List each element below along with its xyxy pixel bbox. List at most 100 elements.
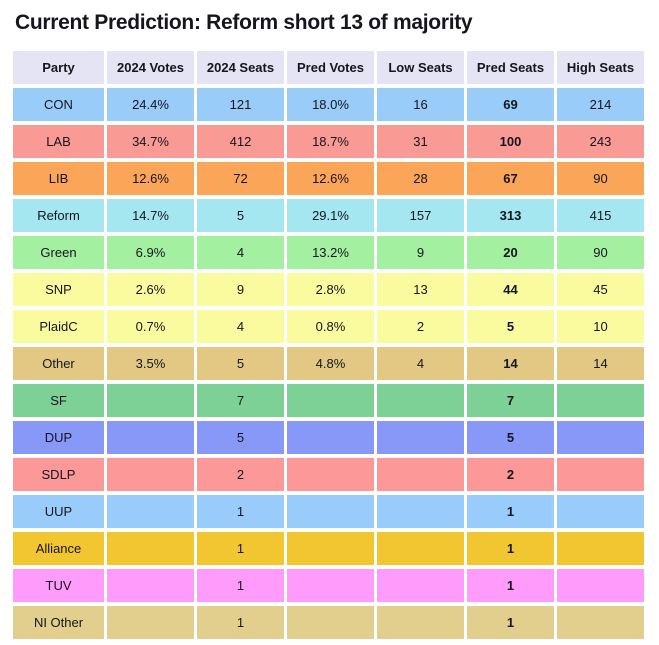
table-row-plaidc: PlaidC 0.7% 4 0.8% 2 5 10 [13, 310, 644, 343]
value-cell: 13.2% [287, 236, 374, 269]
value-cell [287, 458, 374, 491]
value-cell: 121 [197, 88, 284, 121]
value-cell [287, 532, 374, 565]
value-cell: 45 [557, 273, 644, 306]
value-cell: 1 [467, 495, 554, 528]
value-cell: 18.0% [287, 88, 374, 121]
table-row-snp: SNP 2.6% 9 2.8% 13 44 45 [13, 273, 644, 306]
table-row-ni-other: NI Other 1 1 [13, 606, 644, 639]
value-cell: 2 [377, 310, 464, 343]
column-header-low-seats: Low Seats [377, 51, 464, 84]
party-cell: UUP [13, 495, 104, 528]
table-row-uup: UUP 1 1 [13, 495, 644, 528]
value-cell: 13 [377, 273, 464, 306]
column-header-pred-votes: Pred Votes [287, 51, 374, 84]
value-cell: 90 [557, 236, 644, 269]
value-cell: 29.1% [287, 199, 374, 232]
value-cell: 1 [197, 606, 284, 639]
value-cell: 1 [467, 606, 554, 639]
party-cell: Other [13, 347, 104, 380]
value-cell: 5 [467, 310, 554, 343]
value-cell: 1 [197, 495, 284, 528]
value-cell: 16 [377, 88, 464, 121]
value-cell: 3.5% [107, 347, 194, 380]
value-cell: 72 [197, 162, 284, 195]
value-cell: 5 [197, 347, 284, 380]
value-cell: 2.6% [107, 273, 194, 306]
value-cell [287, 606, 374, 639]
prediction-table: Party 2024 Votes 2024 Seats Pred Votes Low S… [10, 47, 647, 643]
value-cell: 0.8% [287, 310, 374, 343]
value-cell: 415 [557, 199, 644, 232]
value-cell [107, 532, 194, 565]
value-cell: 2 [197, 458, 284, 491]
value-cell [377, 532, 464, 565]
value-cell [377, 495, 464, 528]
table-row-sf: SF 7 7 [13, 384, 644, 417]
table-row-alliance: Alliance 1 1 [13, 532, 644, 565]
value-cell [287, 495, 374, 528]
table-row-green: Green 6.9% 4 13.2% 9 20 90 [13, 236, 644, 269]
value-cell: 14.7% [107, 199, 194, 232]
value-cell [557, 569, 644, 602]
column-header-pred-seats: Pred Seats [467, 51, 554, 84]
value-cell: 157 [377, 199, 464, 232]
table-row-other: Other 3.5% 5 4.8% 4 14 14 [13, 347, 644, 380]
value-cell [557, 532, 644, 565]
value-cell: 214 [557, 88, 644, 121]
party-cell: CON [13, 88, 104, 121]
table-row-lib: LIB 12.6% 72 12.6% 28 67 90 [13, 162, 644, 195]
value-cell: 4.8% [287, 347, 374, 380]
value-cell: 24.4% [107, 88, 194, 121]
value-cell: 0.7% [107, 310, 194, 343]
value-cell: 6.9% [107, 236, 194, 269]
value-cell [377, 384, 464, 417]
value-cell: 7 [467, 384, 554, 417]
value-cell: 5 [197, 421, 284, 454]
party-cell: TUV [13, 569, 104, 602]
value-cell: 12.6% [107, 162, 194, 195]
value-cell: 412 [197, 125, 284, 158]
value-cell: 67 [467, 162, 554, 195]
value-cell [377, 421, 464, 454]
column-header-high-seats: High Seats [557, 51, 644, 84]
value-cell: 90 [557, 162, 644, 195]
value-cell: 14 [557, 347, 644, 380]
value-cell: 14 [467, 347, 554, 380]
value-cell [557, 458, 644, 491]
table-row-tuv: TUV 1 1 [13, 569, 644, 602]
party-cell: Reform [13, 199, 104, 232]
party-cell: Alliance [13, 532, 104, 565]
value-cell: 12.6% [287, 162, 374, 195]
value-cell: 243 [557, 125, 644, 158]
party-cell: LIB [13, 162, 104, 195]
value-cell: 69 [467, 88, 554, 121]
value-cell: 34.7% [107, 125, 194, 158]
value-cell: 18.7% [287, 125, 374, 158]
value-cell: 100 [467, 125, 554, 158]
value-cell [377, 569, 464, 602]
value-cell [287, 569, 374, 602]
value-cell: 2.8% [287, 273, 374, 306]
value-cell: 1 [467, 532, 554, 565]
table-row-sdlp: SDLP 2 2 [13, 458, 644, 491]
value-cell [107, 495, 194, 528]
party-cell: Green [13, 236, 104, 269]
value-cell [107, 569, 194, 602]
value-cell [377, 606, 464, 639]
value-cell: 9 [377, 236, 464, 269]
value-cell: 44 [467, 273, 554, 306]
party-cell: SF [13, 384, 104, 417]
value-cell: 28 [377, 162, 464, 195]
value-cell: 1 [197, 532, 284, 565]
value-cell: 2 [467, 458, 554, 491]
table-header: Party 2024 Votes 2024 Seats Pred Votes Low S… [13, 51, 644, 84]
value-cell: 20 [467, 236, 554, 269]
table-row-con: CON 24.4% 121 18.0% 16 69 214 [13, 88, 644, 121]
value-cell [557, 384, 644, 417]
party-cell: NI Other [13, 606, 104, 639]
value-cell: 1 [197, 569, 284, 602]
value-cell [287, 384, 374, 417]
value-cell: 7 [197, 384, 284, 417]
party-cell: DUP [13, 421, 104, 454]
